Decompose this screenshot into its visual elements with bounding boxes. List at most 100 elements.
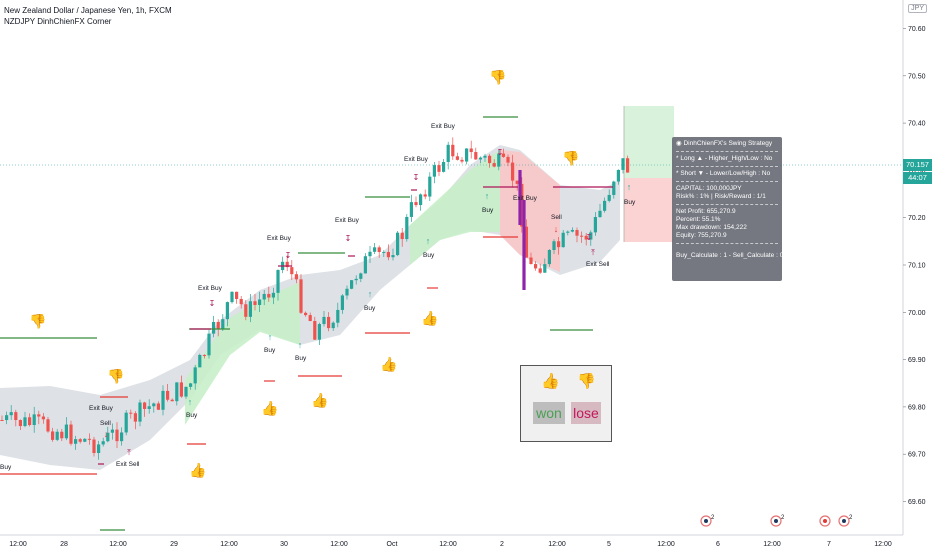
price-label: 70.40	[908, 121, 926, 128]
candle-body	[129, 412, 133, 414]
candle-body	[262, 293, 266, 300]
candle-body	[460, 159, 464, 162]
thumb-down-icon: 👎	[107, 368, 124, 385]
buy-label: Buy	[364, 305, 376, 312]
time-label: Oct	[387, 541, 398, 548]
candle-body	[170, 399, 174, 402]
candle-body	[115, 429, 119, 442]
exit-buy-label: Exit Buy	[513, 195, 538, 202]
panel-percent: Percent: 55.1%	[676, 216, 721, 223]
price-axis	[903, 0, 932, 550]
panel-net-profit: Net Profit: 655,270.9	[676, 208, 736, 215]
candle-body	[87, 438, 91, 440]
candle-body	[120, 432, 124, 442]
candle-body	[423, 194, 427, 197]
countdown-tag: 44:07	[903, 172, 932, 184]
exit-sell-label: Exit Sell	[116, 461, 140, 468]
candle-body	[373, 247, 377, 252]
time-label: 12:00	[109, 541, 127, 548]
currency-badge[interactable]: JPY	[908, 4, 927, 13]
candle-body	[593, 217, 597, 233]
candle-body	[428, 176, 432, 197]
candle-body	[322, 316, 326, 325]
candle-body	[101, 441, 105, 445]
candle-body	[524, 226, 528, 258]
thumb-up-icon: 👍	[421, 310, 438, 327]
candle-body	[492, 163, 496, 167]
time-label: 12:00	[220, 541, 238, 548]
candle-body	[166, 390, 170, 400]
candle-body	[345, 288, 349, 296]
panel-risk: Risk% : 1% | Risk/Reward : 1/1	[676, 193, 766, 200]
candle-body	[580, 235, 584, 237]
take-profit-zone	[624, 106, 674, 178]
candle-body	[175, 382, 179, 402]
time-label: 12:00	[330, 541, 348, 548]
buy-arrow-icon: ↑	[298, 340, 303, 350]
candle-body	[74, 439, 78, 444]
time-label: 12:00	[874, 541, 892, 548]
candle-body	[97, 444, 101, 454]
sell-arrow-icon: ↓	[554, 224, 559, 234]
candle-body	[267, 293, 271, 298]
won-label: won	[533, 402, 565, 424]
candle-body	[179, 382, 183, 397]
candle-body	[469, 148, 473, 153]
buy-label: Buy	[482, 207, 494, 214]
candle-body	[5, 415, 9, 421]
buy-label: Buy	[264, 347, 276, 354]
time-label: 5	[607, 541, 611, 548]
panel-title: ◉ DinhChienFX's Swing Strategy	[676, 140, 773, 147]
candle-body	[308, 315, 312, 322]
time-label: 30	[280, 541, 288, 548]
candle-body	[368, 251, 372, 257]
panel-equity: Equity: 755,270.9	[676, 232, 727, 239]
candle-body	[156, 403, 160, 410]
price-label: 69.70	[908, 452, 926, 459]
candle-body	[382, 251, 386, 253]
candle-body	[244, 304, 248, 317]
exit-buy-label: Exit Buy	[89, 405, 114, 412]
candle-body	[575, 229, 579, 236]
candle-body	[46, 419, 50, 432]
candle-body	[497, 153, 501, 167]
price-label: 70.50	[908, 73, 926, 80]
candle-body	[317, 324, 321, 340]
thumb-down-icon: 👎	[489, 69, 506, 86]
candle-body	[304, 312, 308, 316]
candle-body	[543, 264, 547, 273]
candle-body	[207, 333, 211, 356]
candle-body	[350, 280, 354, 289]
buy-label: Buy	[624, 199, 636, 206]
candle-body	[110, 429, 114, 433]
candle-body	[598, 210, 602, 218]
symbol-title[interactable]: New Zealand Dollar / Japanese Yen, 1h, F…	[4, 6, 172, 15]
candle-body	[616, 169, 620, 182]
candle-body	[9, 412, 13, 416]
panel-drawdown: Max drawdown: 154,222	[676, 224, 747, 231]
event-count-badge: 2	[781, 515, 785, 521]
time-label: 7	[827, 541, 831, 548]
thumb-down-icon: 👎	[29, 313, 46, 330]
candle-body-highlight	[522, 200, 526, 290]
indicator-title[interactable]: NZDJPY DinhChienFX Corner	[4, 17, 112, 26]
candle-body	[552, 241, 556, 250]
trend-zone-green	[410, 150, 500, 265]
candle-body	[299, 279, 303, 313]
candle-body	[474, 152, 478, 160]
win-loss-box: 👍 👎 won lose	[520, 365, 612, 442]
candle-body	[534, 264, 538, 269]
candle-body	[92, 439, 96, 454]
exit-buy-label: Exit Buy	[198, 285, 223, 292]
candle-body	[405, 216, 409, 240]
exit-marker-icon: ↧	[285, 251, 292, 260]
candle-body	[359, 273, 363, 279]
candle-body	[391, 255, 395, 258]
panel-short: * Short ▼ - Lower/Low/High : No	[676, 170, 771, 177]
candle-body	[37, 414, 41, 417]
exit-buy-label: Exit Buy	[267, 235, 292, 242]
price-label: 70.20	[908, 215, 926, 222]
panel-capital: CAPITAL: 100,000JPY	[676, 185, 742, 192]
candle-body	[83, 438, 87, 442]
